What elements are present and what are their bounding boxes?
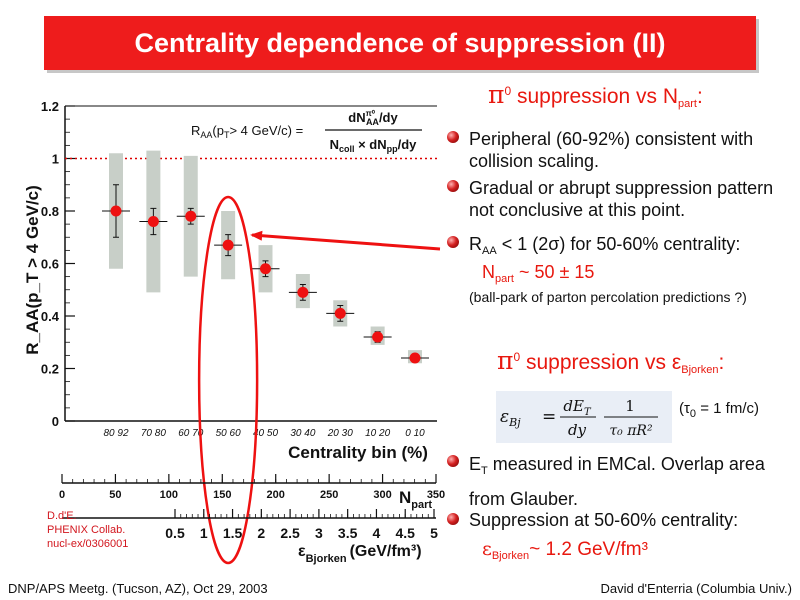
bjorken-tick-label: 3.5 xyxy=(338,525,358,541)
bjorken-tick-label: 4.5 xyxy=(395,525,415,541)
credit-collab: PHENIX Collab. xyxy=(47,524,126,536)
bjorken-tick-label: 1 xyxy=(200,525,208,541)
heading-bjorken: π0 suppression vs εBjorken: xyxy=(497,346,725,376)
npart-tick-label: 150 xyxy=(213,489,231,501)
bullet-dot-1 xyxy=(447,131,459,143)
bjorken-tick-label: 2.5 xyxy=(280,525,300,541)
svg-text:dy: dy xyxy=(568,421,587,439)
bjorken-tick-label: 1.5 xyxy=(223,525,243,541)
credit-reference: nucl-ex/0306001 xyxy=(47,538,129,550)
bullet-suppression: Suppression at 50-60% centrality: xyxy=(469,510,739,530)
slide-title: Centrality dependence of suppression (II… xyxy=(44,16,756,70)
svg-text:εBj: εBj xyxy=(500,407,521,429)
parton-note: (ball-park of parton percolation predict… xyxy=(469,289,747,305)
tau-note: (τ0 = 1 fm/c) xyxy=(679,400,759,420)
bjorken-tick-label: 3 xyxy=(315,525,323,541)
data-point xyxy=(409,352,421,364)
svg-text:Ncoll × dNpp/dy: Ncoll × dNpp/dy xyxy=(330,137,418,154)
bjorken-tick-label: 2 xyxy=(257,525,265,541)
y-tick-label: 0.2 xyxy=(41,362,59,377)
x-axis-label: Centrality bin (%) xyxy=(288,443,428,462)
bjorken-formula: εBj = dET dy 1 τ₀ πR² xyxy=(496,391,672,443)
npart-tick-label: 50 xyxy=(109,489,121,501)
x-category-label: 50 60 xyxy=(216,428,241,439)
npart-tick-label: 100 xyxy=(160,489,178,501)
footer-author: David d'Enterria (Columbia Univ.) xyxy=(600,581,792,596)
highlight-ellipse xyxy=(197,195,259,565)
bullet-dot-2 xyxy=(447,180,459,192)
data-point xyxy=(110,205,122,217)
data-point xyxy=(185,210,197,222)
bullet-dot-4 xyxy=(447,455,459,467)
bullet-et: ET measured in EMCal. Overlap area from … xyxy=(469,454,765,509)
y-tick-label: 1 xyxy=(52,152,59,167)
y-tick-label: 0 xyxy=(52,414,59,429)
x-category-label: 30 40 xyxy=(290,428,315,439)
x-category-label: 0 10 xyxy=(405,428,425,439)
npart-tick-label: 350 xyxy=(427,489,445,501)
npart-axis-label: Npart xyxy=(399,488,432,511)
bullet-raa: RAA < 1 (2σ) for 50-60% centrality: xyxy=(469,234,741,257)
y-tick-label: 0.6 xyxy=(41,257,59,272)
y-tick-label: 0.4 xyxy=(41,309,60,324)
svg-text:=: = xyxy=(542,407,556,427)
x-category-label: 80 92 xyxy=(103,428,128,439)
raa-formula: RAA(pT> 4 GeV/c) = dNπ⁰ AA/dy Ncoll × dNp… xyxy=(191,109,422,154)
data-point xyxy=(260,263,271,275)
svg-text:1: 1 xyxy=(625,397,635,415)
heading-npart: π0 suppression vs Npart: xyxy=(488,80,703,110)
y-tick-label: 0.8 xyxy=(41,204,59,219)
data-point xyxy=(297,286,309,298)
bjorken-tick-label: 4 xyxy=(373,525,381,541)
bjorken-axis-label: εBjorken (GeV/fm³) xyxy=(298,543,422,565)
bullet-dot-3 xyxy=(447,236,459,248)
y-axis-label: R_AA(p_T > 4 GeV/c) xyxy=(23,185,42,355)
x-category-label: 10 20 xyxy=(365,428,390,439)
npart-value: Npart ~ 50 ± 15 xyxy=(482,262,595,285)
npart-tick-label: 200 xyxy=(267,489,285,501)
x-category-label: 20 30 xyxy=(327,428,353,439)
data-point xyxy=(372,331,384,343)
bullet-peripheral: Peripheral (60-92%) consistent with coll… xyxy=(469,129,754,171)
bjorken-tick-label: 5 xyxy=(430,525,438,541)
bjorken-tick-label: 0.5 xyxy=(165,525,185,541)
eps-value: εBjorken~ 1.2 GeV/fm³ xyxy=(482,538,648,562)
bullet-gradual: Gradual or abrupt suppression pattern no… xyxy=(469,178,774,220)
npart-tick-label: 300 xyxy=(373,489,391,501)
x-category-label: 40 50 xyxy=(253,428,278,439)
footer-meeting: DNP/APS Meetg. (Tucson, AZ), Oct 29, 200… xyxy=(8,581,268,596)
svg-text:τ₀ πR²: τ₀ πR² xyxy=(609,423,653,439)
bullet-dot-5 xyxy=(447,513,459,525)
highlight-arrow xyxy=(250,230,441,251)
svg-text:dET: dET xyxy=(563,397,592,418)
credit-author: D.d'E. xyxy=(47,510,77,522)
data-point xyxy=(222,239,234,251)
y-tick-label: 1.2 xyxy=(41,99,59,114)
svg-text:RAA(pT> 4 GeV/c) =: RAA(pT> 4 GeV/c) = xyxy=(191,123,303,140)
x-category-label: 60 70 xyxy=(178,428,203,439)
data-point xyxy=(334,307,346,319)
x-category-label: 70 80 xyxy=(141,428,166,439)
npart-tick-label: 250 xyxy=(320,489,338,501)
data-point xyxy=(147,216,159,227)
npart-tick-label: 0 xyxy=(59,489,65,501)
